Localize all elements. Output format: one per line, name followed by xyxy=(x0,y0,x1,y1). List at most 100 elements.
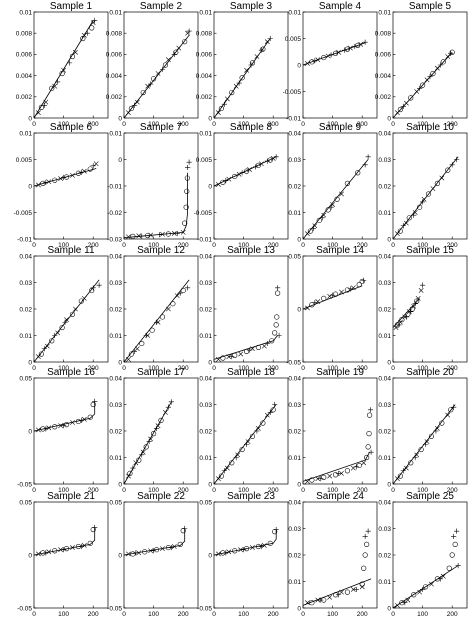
y-tick-label: 0.04 xyxy=(288,499,301,506)
data-point-cross xyxy=(264,39,270,45)
data-point-cross xyxy=(315,597,321,603)
x-tick-label: 0 xyxy=(32,611,36,618)
data-point-cross xyxy=(81,416,87,422)
data-point-circle xyxy=(274,314,280,320)
panel-title: Sample 19 xyxy=(316,367,364,378)
data-point-circle xyxy=(255,344,262,351)
data-point-plus xyxy=(319,215,325,221)
data-point-cross xyxy=(250,545,255,550)
data-point-circle xyxy=(359,278,365,285)
fit-line xyxy=(302,159,369,240)
x-tick-label: 100 xyxy=(417,242,428,249)
x-tick-label: 100 xyxy=(238,611,249,618)
x-tick-label: 100 xyxy=(417,121,428,128)
data-point-circle xyxy=(449,552,455,558)
x-tick-label: 200 xyxy=(357,611,368,618)
data-point-plus xyxy=(400,103,406,109)
panel-title: Sample 24 xyxy=(316,491,364,502)
data-point-cross xyxy=(216,476,221,482)
data-point-circle xyxy=(414,298,420,304)
data-point-cross xyxy=(244,67,249,73)
data-point-circle xyxy=(269,338,275,344)
data-point-plus xyxy=(92,17,98,24)
data-point-circle xyxy=(344,180,351,186)
y-tick-label: 0.002 xyxy=(196,94,213,101)
y-tick-label: -0.01 xyxy=(197,236,212,243)
y-tick-label: 0 xyxy=(118,157,122,164)
y-tick-label: 0 xyxy=(297,481,301,488)
data-point-circle xyxy=(332,291,339,297)
data-point-circle xyxy=(434,180,441,186)
plot-frame xyxy=(302,255,378,363)
data-point-circle xyxy=(52,177,58,183)
x-tick-label: 100 xyxy=(238,242,249,249)
data-point-plus xyxy=(403,314,409,320)
data-point-circle xyxy=(128,105,134,112)
plot-frame xyxy=(123,255,199,363)
y-tick-label: 0.006 xyxy=(196,52,213,59)
y-tick-label: 0.03 xyxy=(109,402,122,409)
data-point-plus xyxy=(328,204,334,210)
data-point-plus xyxy=(362,533,368,540)
data-point-cross xyxy=(439,175,445,181)
data-point-circle xyxy=(270,407,276,413)
data-point-circle xyxy=(449,49,455,55)
data-point-plus xyxy=(427,74,433,80)
x-tick-label: 0 xyxy=(391,242,395,249)
data-point-cross xyxy=(224,465,230,471)
panel-title: Sample 1 xyxy=(50,1,93,12)
panel-2: Sample 2 0 0.002 0.004 0.006 0.008 0.01 0 100 200 xyxy=(106,1,199,128)
data-point-cross xyxy=(36,354,41,360)
data-point-plus xyxy=(92,524,98,531)
data-point-circle xyxy=(397,106,404,113)
data-point-cross xyxy=(339,589,344,595)
y-tick-label: 0.005 xyxy=(285,36,302,43)
data-point-plus xyxy=(448,50,454,56)
panel-title: Sample 11 xyxy=(47,245,95,256)
data-point-plus xyxy=(341,47,348,53)
data-point-circle xyxy=(275,290,281,296)
data-point-plus xyxy=(92,398,98,404)
data-point-cross xyxy=(305,231,310,237)
data-point-plus xyxy=(131,348,137,354)
data-point-circle xyxy=(87,540,93,546)
x-tick-label: 100 xyxy=(327,242,338,249)
x-tick-label: 100 xyxy=(417,365,428,372)
data-point-circle xyxy=(309,600,315,606)
data-point-plus xyxy=(254,428,260,434)
y-tick-label: 0.004 xyxy=(375,73,392,80)
y-tick-label: 0.02 xyxy=(199,306,212,313)
data-point-cross xyxy=(264,412,270,418)
data-point-cross xyxy=(165,57,171,63)
data-point-plus xyxy=(246,347,253,353)
data-point-circle xyxy=(38,104,45,110)
y-tick-label: 0.02 xyxy=(199,428,212,435)
data-point-plus xyxy=(267,35,273,42)
data-point-cross xyxy=(405,597,411,603)
x-tick-label: 200 xyxy=(88,611,99,618)
data-point-plus xyxy=(328,52,334,58)
data-point-circle xyxy=(239,446,245,453)
data-point-cross xyxy=(445,412,451,418)
data-point-circle xyxy=(75,418,81,425)
y-tick-label: 0.01 xyxy=(109,130,122,137)
y-tick-label: 0.02 xyxy=(378,552,391,559)
y-tick-label: -0.005 xyxy=(283,89,302,96)
x-tick-label: 200 xyxy=(88,242,99,249)
data-point-circle xyxy=(59,70,65,77)
data-point-circle xyxy=(69,311,76,317)
y-tick-label: 0 xyxy=(28,183,32,190)
data-point-circle xyxy=(356,462,362,469)
data-point-circle xyxy=(439,420,445,426)
data-point-circle xyxy=(130,233,136,239)
panel-title: Sample 3 xyxy=(230,1,273,12)
y-tick-label: 0.05 xyxy=(109,499,122,506)
data-point-circle xyxy=(139,340,145,347)
fit-line xyxy=(302,452,370,482)
data-point-circle xyxy=(273,322,279,328)
data-point-plus xyxy=(62,319,68,325)
